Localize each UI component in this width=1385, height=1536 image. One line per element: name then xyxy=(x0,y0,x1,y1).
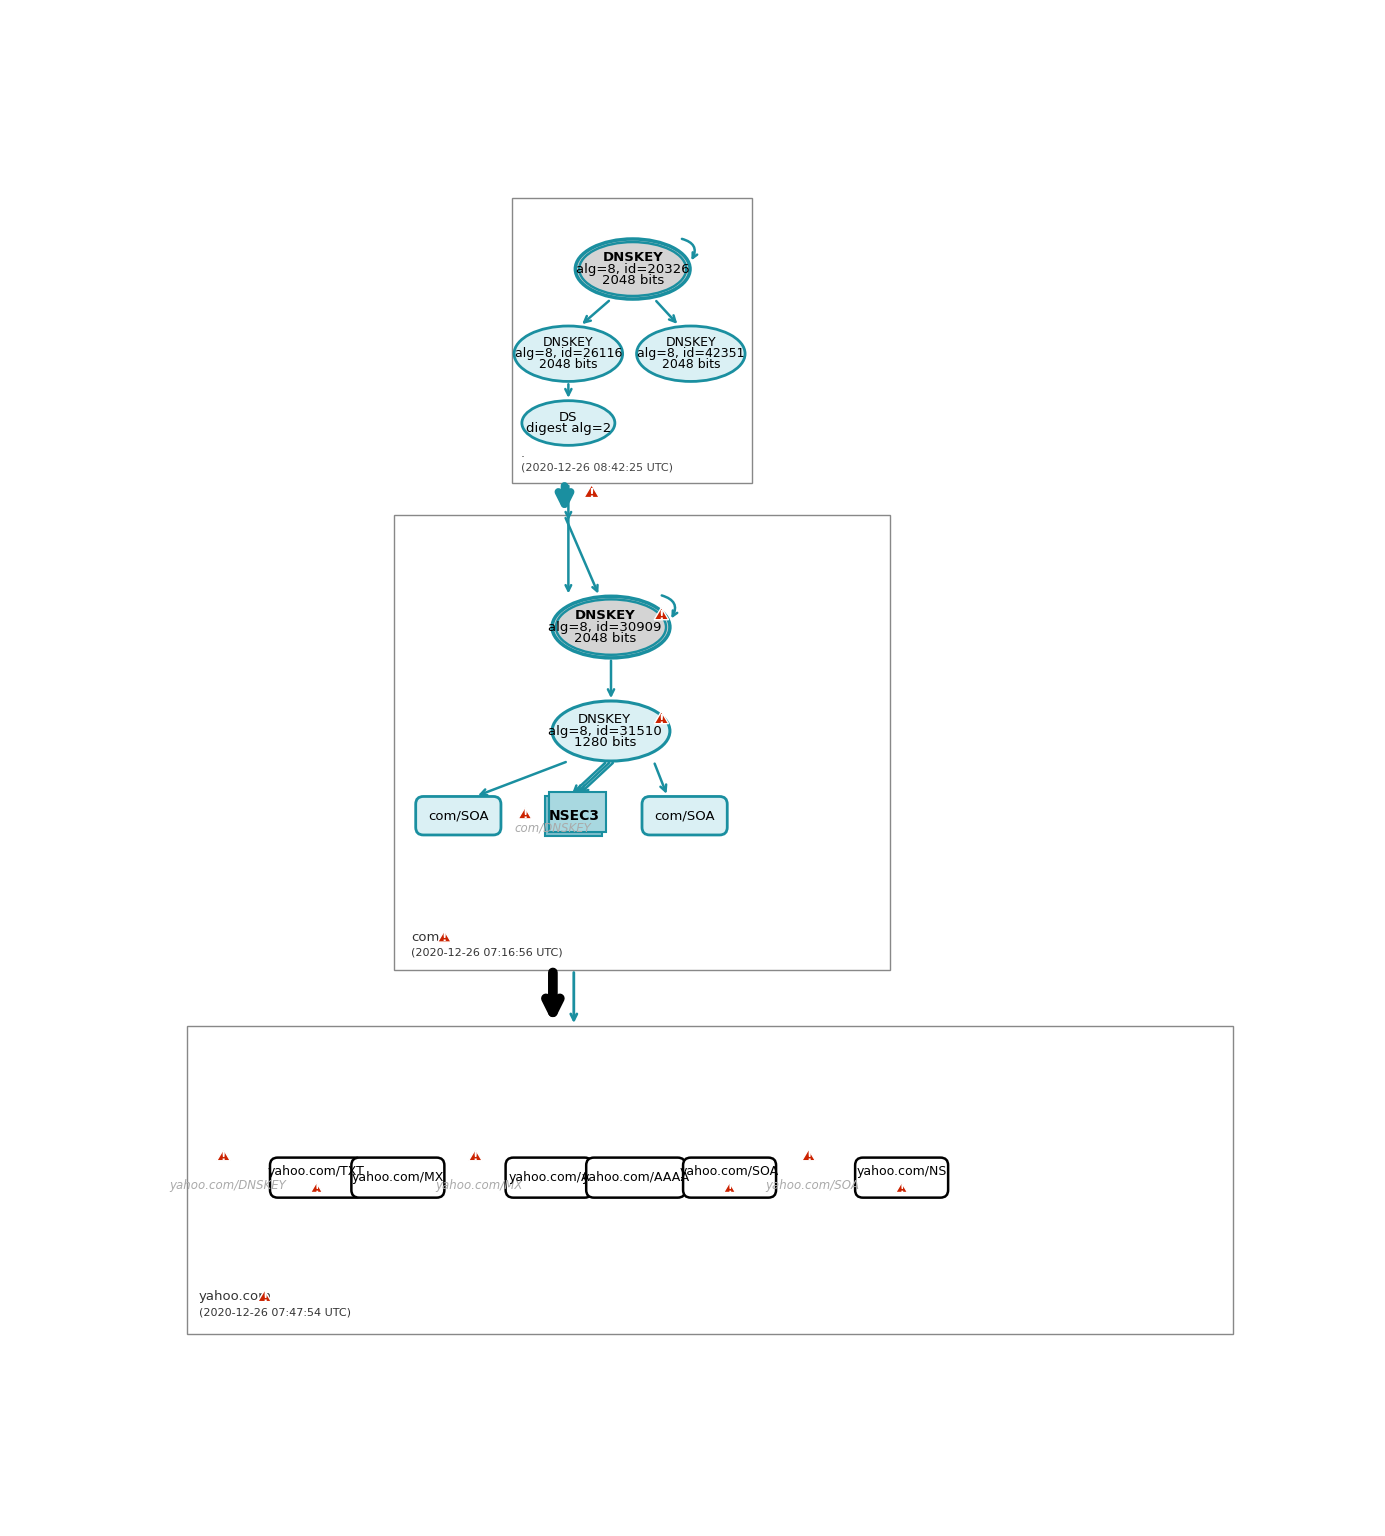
FancyBboxPatch shape xyxy=(855,1158,949,1198)
Text: alg=8, id=42351: alg=8, id=42351 xyxy=(637,347,745,361)
Text: com/SOA: com/SOA xyxy=(428,809,489,822)
Text: 2048 bits: 2048 bits xyxy=(573,631,636,645)
Text: yahoo.com/TXT: yahoo.com/TXT xyxy=(269,1164,364,1178)
Text: yahoo.com/AAAA: yahoo.com/AAAA xyxy=(582,1170,690,1184)
Text: (2020-12-26 07:47:54 UTC): (2020-12-26 07:47:54 UTC) xyxy=(198,1307,350,1318)
FancyBboxPatch shape xyxy=(548,793,607,833)
Polygon shape xyxy=(654,608,669,619)
Text: !: ! xyxy=(442,931,447,945)
Text: yahoo.com/NS: yahoo.com/NS xyxy=(856,1164,947,1178)
FancyBboxPatch shape xyxy=(512,198,752,484)
Text: DNSKEY: DNSKEY xyxy=(602,252,663,264)
Polygon shape xyxy=(802,1149,816,1161)
FancyBboxPatch shape xyxy=(546,796,602,836)
Text: com: com xyxy=(411,931,439,945)
Text: yahoo.com/SOA: yahoo.com/SOA xyxy=(766,1178,860,1192)
Polygon shape xyxy=(654,711,669,723)
Text: 1280 bits: 1280 bits xyxy=(573,736,636,750)
Polygon shape xyxy=(258,1290,271,1301)
FancyBboxPatch shape xyxy=(506,1158,593,1198)
Text: !: ! xyxy=(806,1150,812,1163)
Ellipse shape xyxy=(553,700,670,760)
Text: !: ! xyxy=(589,487,594,499)
FancyBboxPatch shape xyxy=(416,797,501,836)
Text: !: ! xyxy=(658,608,665,622)
Polygon shape xyxy=(584,485,600,498)
FancyBboxPatch shape xyxy=(643,797,727,836)
Text: (2020-12-26 08:42:25 UTC): (2020-12-26 08:42:25 UTC) xyxy=(521,462,673,473)
Polygon shape xyxy=(216,1149,230,1161)
Text: alg=8, id=31510: alg=8, id=31510 xyxy=(548,725,662,737)
Text: alg=8, id=30909: alg=8, id=30909 xyxy=(548,621,662,633)
Text: yahoo.com/SOA: yahoo.com/SOA xyxy=(680,1164,780,1178)
Text: NSEC3: NSEC3 xyxy=(548,809,600,823)
Text: !: ! xyxy=(220,1150,226,1163)
Text: digest alg=2: digest alg=2 xyxy=(526,422,611,435)
FancyBboxPatch shape xyxy=(586,1158,686,1198)
Ellipse shape xyxy=(575,240,690,300)
Ellipse shape xyxy=(553,596,670,657)
Text: alg=8, id=20326: alg=8, id=20326 xyxy=(576,263,690,275)
FancyBboxPatch shape xyxy=(352,1158,445,1198)
Text: DNSKEY: DNSKEY xyxy=(575,610,636,622)
Text: com/DNSKEY: com/DNSKEY xyxy=(514,822,591,834)
Text: yahoo.com/A: yahoo.com/A xyxy=(508,1170,590,1184)
Text: DNSKEY: DNSKEY xyxy=(666,336,716,350)
Polygon shape xyxy=(468,1149,482,1161)
Text: !: ! xyxy=(262,1292,267,1304)
Text: !: ! xyxy=(522,808,528,822)
Polygon shape xyxy=(438,931,452,942)
FancyBboxPatch shape xyxy=(187,1026,1233,1333)
Polygon shape xyxy=(723,1183,735,1192)
Text: 2048 bits: 2048 bits xyxy=(601,273,663,287)
Text: .: . xyxy=(521,447,525,461)
Polygon shape xyxy=(310,1183,323,1192)
Text: yahoo.com: yahoo.com xyxy=(198,1290,271,1304)
Text: yahoo.com/DNSKEY: yahoo.com/DNSKEY xyxy=(169,1178,285,1192)
Ellipse shape xyxy=(522,401,615,445)
Ellipse shape xyxy=(514,326,623,381)
Text: yahoo.com/MX: yahoo.com/MX xyxy=(435,1178,524,1192)
Text: yahoo.com/MX: yahoo.com/MX xyxy=(352,1170,445,1184)
Polygon shape xyxy=(518,808,532,819)
Text: !: ! xyxy=(727,1184,731,1193)
Text: DNSKEY: DNSKEY xyxy=(578,713,632,727)
Text: DS: DS xyxy=(560,410,578,424)
Text: DNSKEY: DNSKEY xyxy=(543,336,594,350)
FancyBboxPatch shape xyxy=(683,1158,776,1198)
Text: !: ! xyxy=(899,1184,904,1193)
Text: 2048 bits: 2048 bits xyxy=(539,358,597,372)
Text: !: ! xyxy=(658,713,665,727)
Text: 2048 bits: 2048 bits xyxy=(662,358,720,372)
Text: !: ! xyxy=(314,1184,319,1193)
Text: com/SOA: com/SOA xyxy=(654,809,715,822)
Text: !: ! xyxy=(472,1150,478,1163)
FancyBboxPatch shape xyxy=(270,1158,363,1198)
Polygon shape xyxy=(896,1183,907,1192)
Text: alg=8, id=26116: alg=8, id=26116 xyxy=(515,347,622,361)
FancyBboxPatch shape xyxy=(393,516,891,969)
Text: (2020-12-26 07:16:56 UTC): (2020-12-26 07:16:56 UTC) xyxy=(411,948,562,958)
Ellipse shape xyxy=(637,326,745,381)
